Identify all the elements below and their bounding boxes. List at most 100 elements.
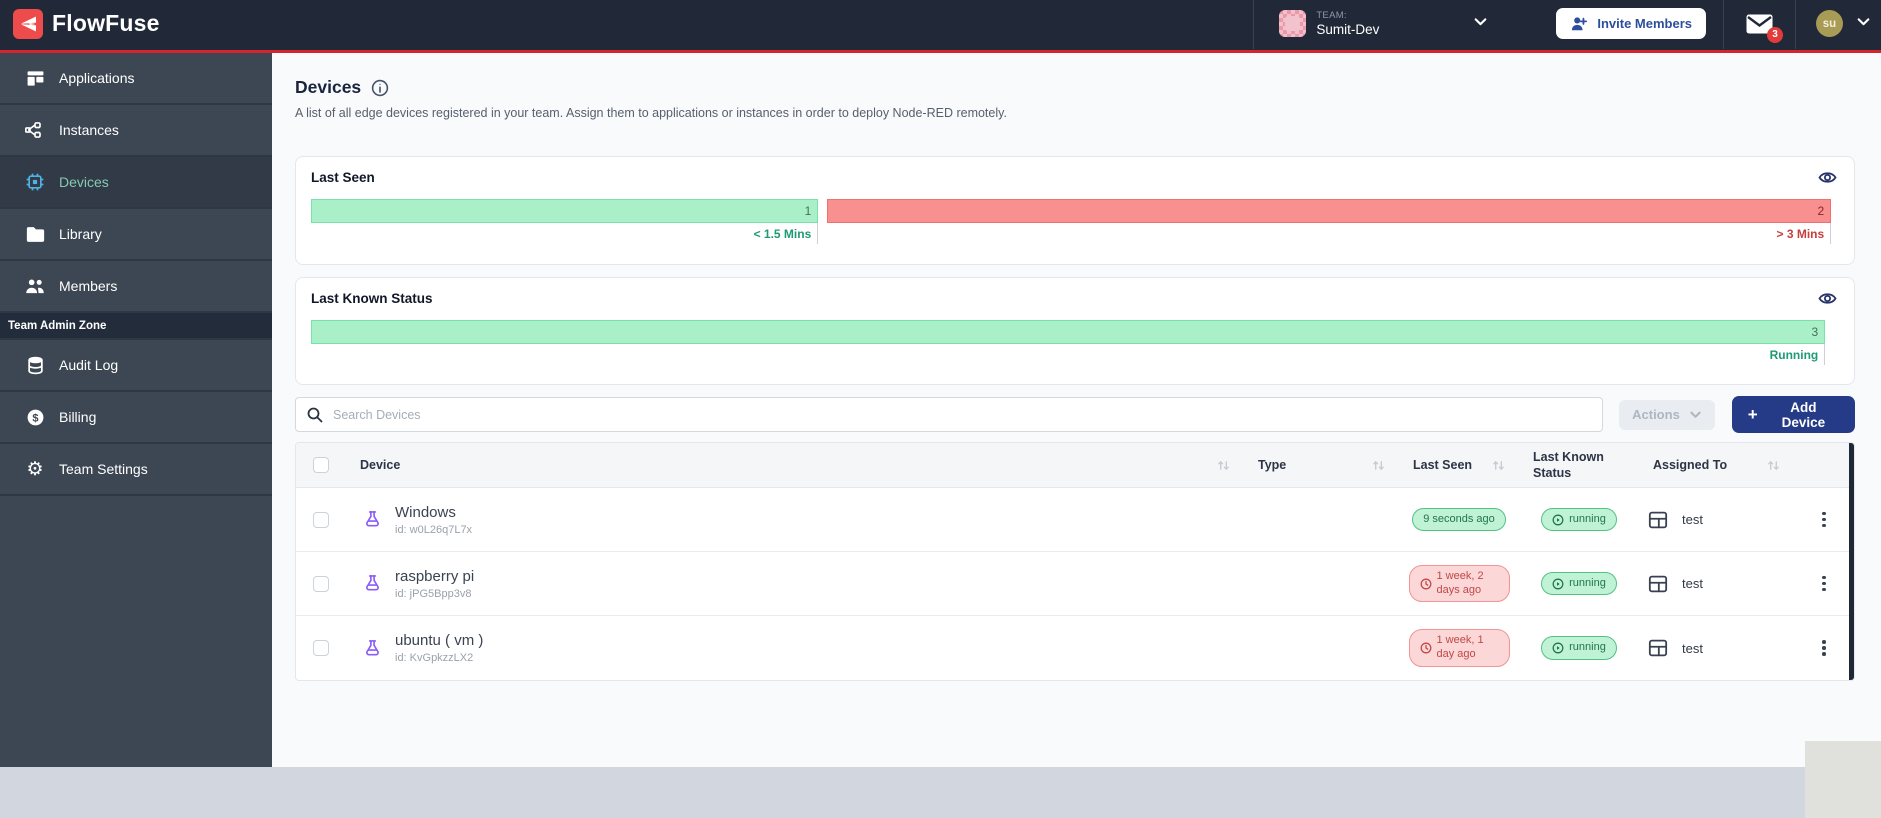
sidebar-item-billing[interactable]: $ Billing [0, 392, 272, 444]
last-known-status-panel: Last Known Status 3 Running [295, 277, 1855, 385]
status-badge: running [1541, 507, 1617, 532]
actions-label: Actions [1632, 407, 1680, 422]
search-icon [307, 407, 323, 422]
clock-icon [1420, 578, 1431, 589]
status-segment-running[interactable]: 3 Running [311, 320, 1826, 365]
table-header-row: Device Type Last Seen Last Known Status … [296, 443, 1854, 488]
team-admin-zone-label: Team Admin Zone [0, 313, 272, 340]
team-selector[interactable]: TEAM: Sumit-Dev [1254, 0, 1516, 49]
sort-icon[interactable] [1492, 459, 1505, 472]
mail-icon [1746, 14, 1773, 33]
header-divider [1253, 0, 1255, 49]
header-divider [1723, 0, 1724, 49]
status-text: running [1569, 512, 1606, 525]
user-menu-chevron-icon[interactable] [1856, 14, 1871, 34]
sidebar-item-devices[interactable]: Devices [0, 157, 272, 209]
last-seen-visibility-button[interactable] [1816, 168, 1839, 190]
sidebar-item-team-settings[interactable]: ⚙ Team Settings [0, 444, 272, 496]
column-header-last-seen[interactable]: Last Seen [1399, 458, 1519, 472]
device-flask-icon [366, 575, 379, 591]
sort-icon[interactable] [1372, 459, 1385, 472]
sidebar-item-label: Instances [59, 122, 119, 138]
assigned-to-label[interactable]: test [1682, 512, 1703, 527]
select-all-checkbox[interactable] [313, 457, 329, 473]
row-kebab-menu[interactable] [1818, 508, 1830, 532]
add-device-label: Add Device [1781, 399, 1826, 430]
table-body: Windows id: w0L26q7L7x 9 seconds ago run… [296, 488, 1854, 680]
status-visibility-button[interactable] [1816, 289, 1839, 311]
last-seen-segment-stale[interactable]: 2 > 3 Mins [827, 199, 1832, 244]
search-box [295, 397, 1604, 432]
play-circle-icon [1552, 514, 1564, 525]
chevron-down-icon [1473, 14, 1488, 34]
sidebar-item-label: Applications [59, 70, 135, 86]
last-seen-text: 9 seconds ago [1423, 512, 1495, 525]
mail-badge: 3 [1767, 26, 1783, 43]
invite-members-button[interactable]: Invite Members [1556, 8, 1706, 39]
column-header-last-known-status[interactable]: Last Known Status [1533, 449, 1604, 480]
logo-text: FlowFuse [52, 10, 160, 36]
sidebar-item-label: Members [59, 278, 118, 294]
billing-dollar-icon: $ [25, 407, 45, 427]
add-device-button[interactable]: + Add Device [1731, 396, 1855, 433]
row-checkbox[interactable] [313, 511, 329, 528]
column-header-device[interactable]: Device [346, 458, 1244, 472]
actions-button[interactable]: Actions [1619, 399, 1715, 430]
sidebar-item-audit-log[interactable]: Audit Log [0, 340, 272, 392]
last-seen-badge: 9 seconds ago [1412, 507, 1506, 532]
header-divider [1795, 0, 1796, 49]
device-name[interactable]: Windows [395, 503, 456, 521]
column-header-assigned-to[interactable]: Assigned To [1639, 458, 1794, 472]
sidebar-item-instances[interactable]: Instances [0, 105, 272, 157]
segment-value: 3 [1811, 325, 1819, 339]
sidebar-item-label: Billing [59, 409, 97, 425]
sidebar-item-library[interactable]: Library [0, 209, 272, 261]
last-known-status-panel-title: Last Known Status [311, 291, 433, 306]
svg-text:$: $ [32, 412, 38, 424]
assigned-application-icon [1648, 575, 1668, 592]
page-title: Devices [295, 77, 362, 97]
sidebar-item-members[interactable]: Members [0, 261, 272, 313]
library-folder-icon [25, 224, 45, 244]
applications-icon [25, 68, 45, 88]
assigned-to-label[interactable]: test [1682, 576, 1703, 591]
flowfuse-logo[interactable]: FlowFuse [13, 8, 160, 39]
last-seen-badge: 1 week, 1 day ago [1408, 629, 1510, 667]
segment-label: < 1.5 Mins [311, 223, 819, 244]
devices-toolbar: Actions + Add Device [295, 396, 1855, 433]
table-row[interactable]: ubuntu ( vm ) id: KvGpkzzLX2 1 week, 1 d… [296, 616, 1854, 680]
device-id: id: KvGpkzzLX2 [395, 652, 474, 664]
last-seen-segment-recent[interactable]: 1 < 1.5 Mins [311, 199, 819, 244]
last-seen-panel: Last Seen 1 < 1.5 Mins 2 > 3 Mins [295, 156, 1855, 265]
last-seen-badge: 1 week, 2 days ago [1408, 564, 1510, 603]
info-icon[interactable] [371, 79, 389, 97]
corner-overlay [1805, 741, 1881, 818]
assigned-application-icon [1648, 511, 1668, 528]
table-scrollbar[interactable] [1849, 443, 1854, 680]
device-id: id: w0L26q7L7x [395, 523, 473, 536]
status-badge: running [1541, 636, 1617, 660]
search-input[interactable] [333, 407, 1592, 422]
row-kebab-menu[interactable] [1818, 636, 1830, 660]
person-plus-icon [1572, 16, 1588, 30]
column-header-type[interactable]: Type [1244, 458, 1399, 472]
page-description: A list of all edge devices registered in… [295, 106, 1007, 120]
user-avatar[interactable]: su [1816, 10, 1843, 37]
sort-icon[interactable] [1767, 459, 1780, 472]
notifications-mail-button[interactable]: 3 [1724, 0, 1795, 49]
row-checkbox[interactable] [313, 575, 329, 592]
table-row[interactable]: Windows id: w0L26q7L7x 9 seconds ago run… [296, 488, 1854, 552]
status-text: running [1569, 641, 1606, 654]
device-name[interactable]: ubuntu ( vm ) [395, 632, 484, 649]
device-name[interactable]: raspberry pi [395, 567, 475, 585]
devices-table: Device Type Last Seen Last Known Status … [295, 442, 1855, 681]
sort-icon[interactable] [1217, 459, 1230, 472]
chevron-down-icon [1690, 411, 1701, 418]
play-circle-icon [1552, 578, 1564, 589]
assigned-to-label[interactable]: test [1682, 640, 1703, 656]
sidebar-item-applications[interactable]: Applications [0, 53, 272, 105]
bottom-band [0, 767, 1881, 818]
row-kebab-menu[interactable] [1818, 572, 1830, 596]
table-row[interactable]: raspberry pi id: jPG5Bpp3v8 1 week, 2 da… [296, 552, 1854, 616]
row-checkbox[interactable] [313, 640, 329, 656]
